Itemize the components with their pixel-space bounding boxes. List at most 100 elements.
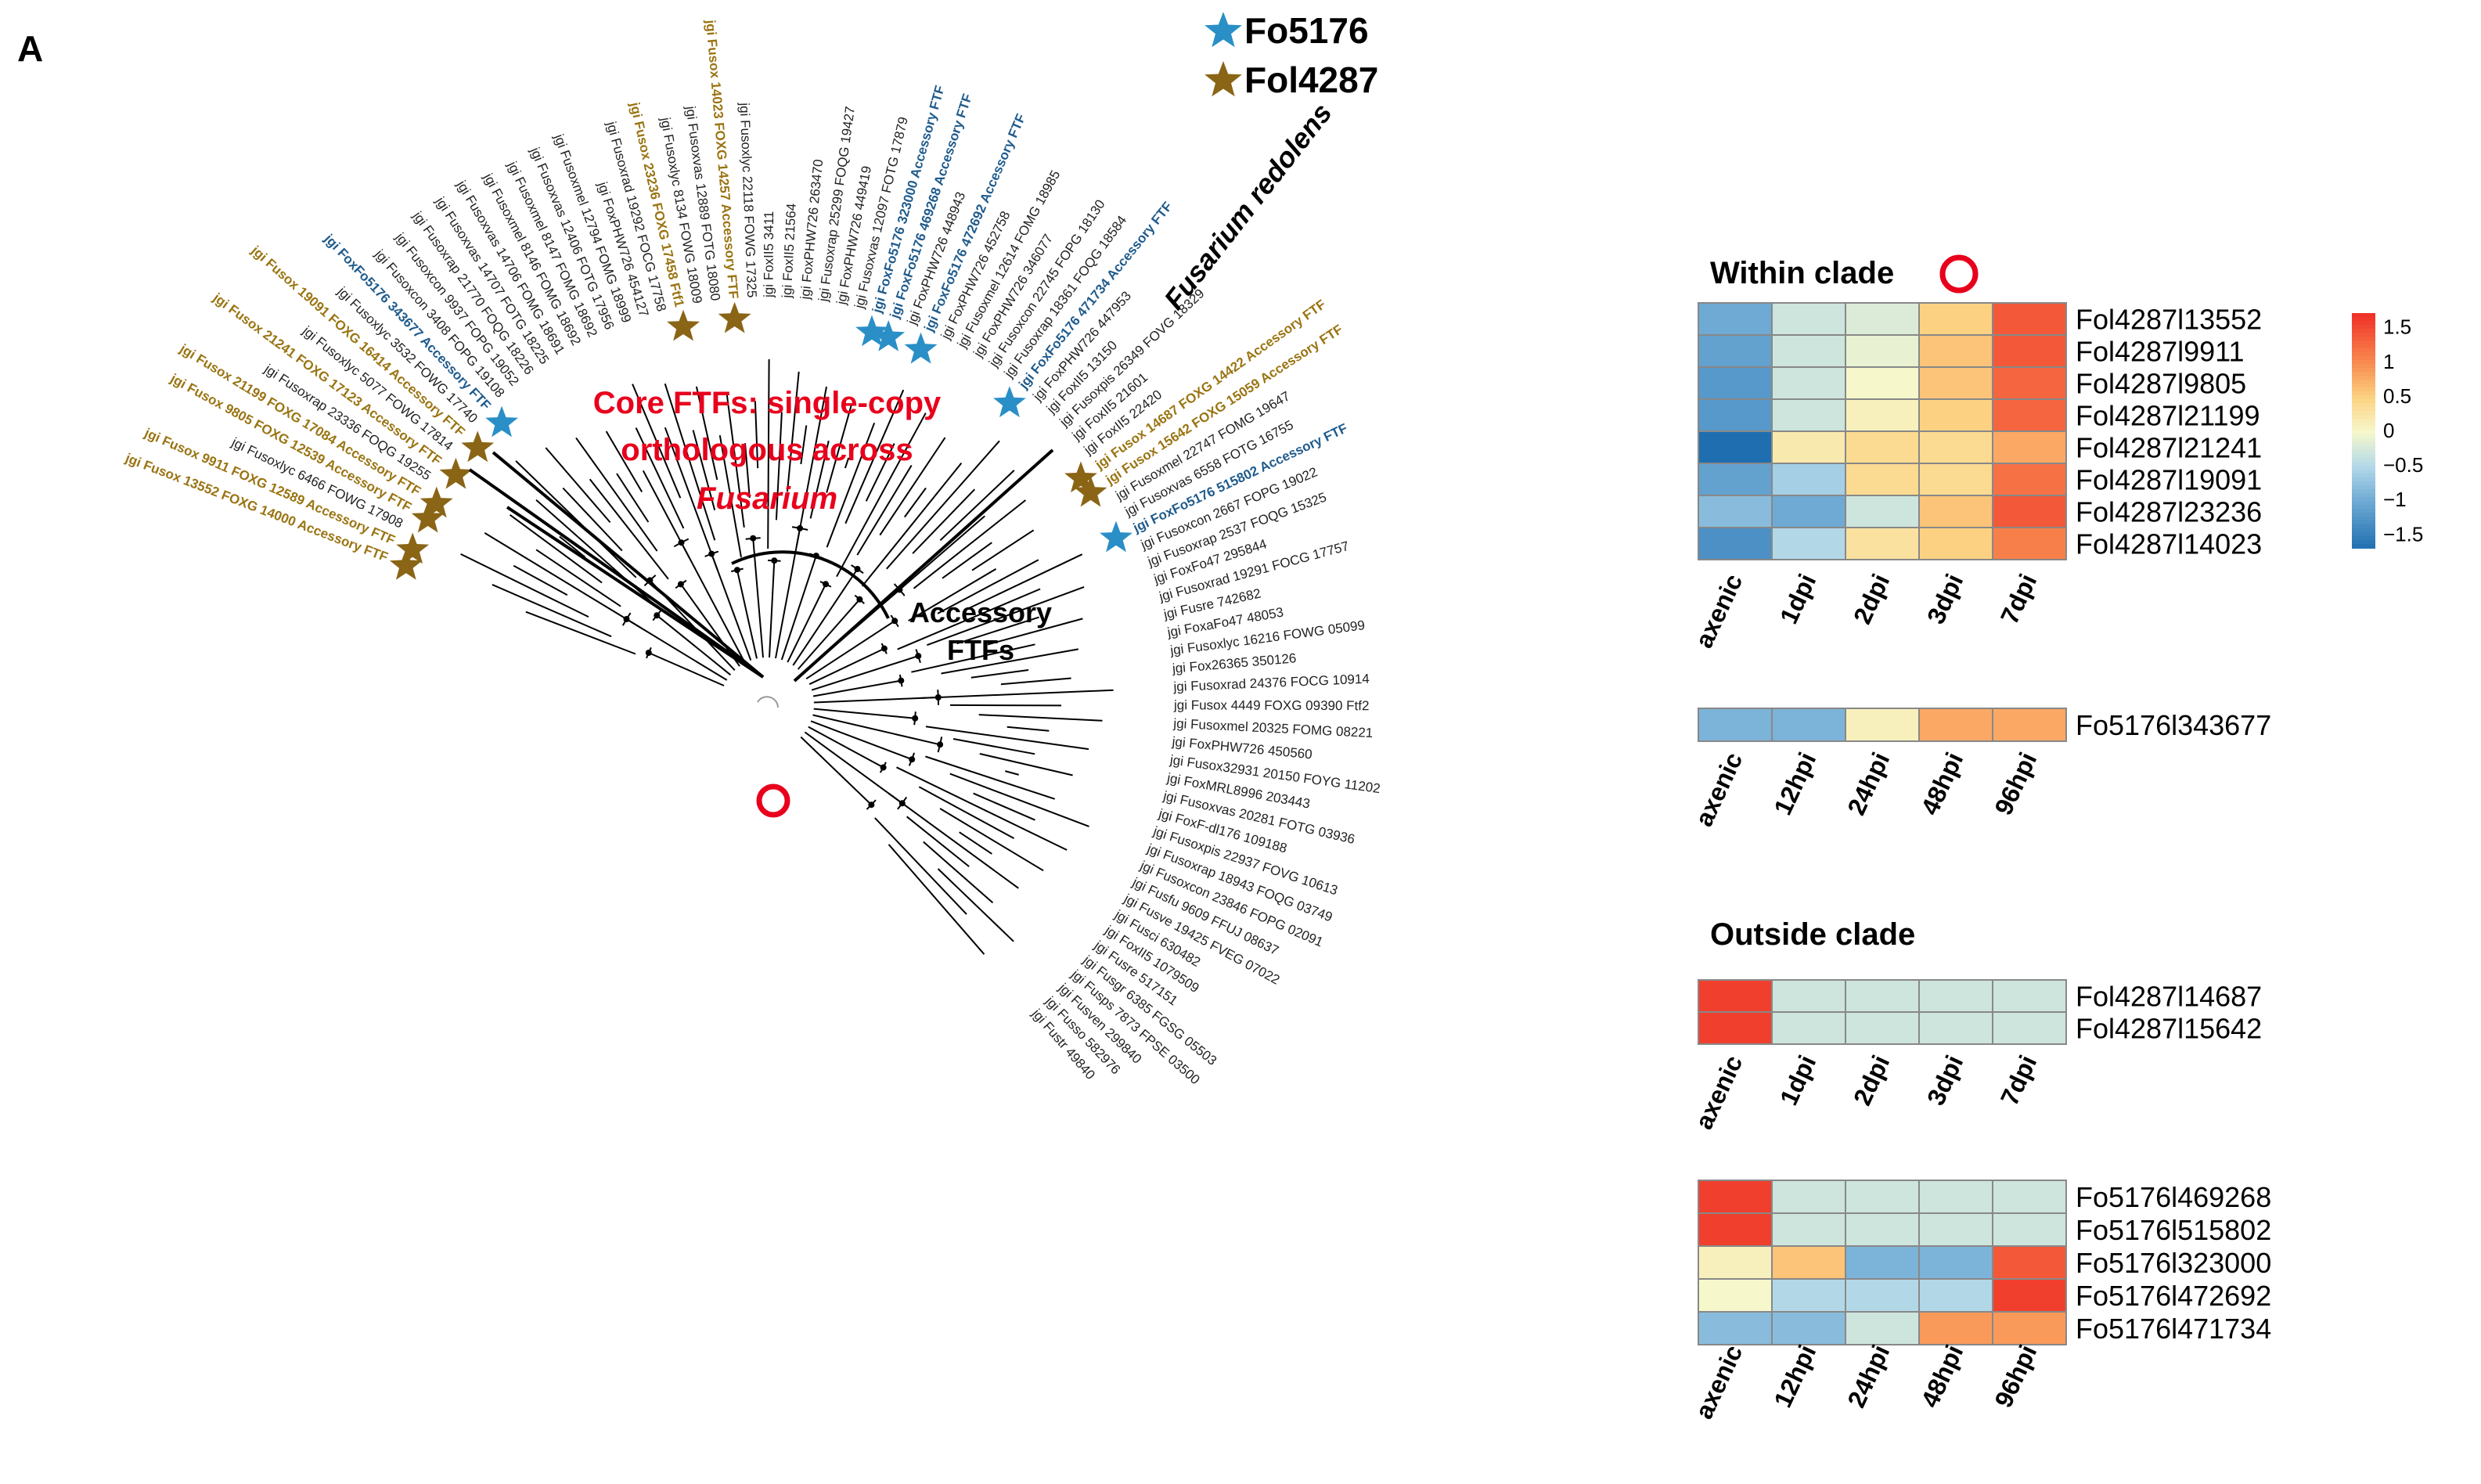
heatmap-col-label: 96hpi bbox=[1989, 1341, 2042, 1412]
tree-branch bbox=[844, 457, 850, 469]
heatmap-cell bbox=[1771, 708, 1846, 742]
heatmap-col-label: 3dpi bbox=[1921, 1051, 1968, 1110]
color-scale-segment bbox=[2352, 376, 2375, 380]
heatmap-cell bbox=[1698, 1245, 1773, 1280]
panel-label: A bbox=[17, 28, 43, 69]
heatmap-col-label: 12hpi bbox=[1768, 748, 1821, 819]
tree-branch bbox=[695, 386, 718, 481]
color-scale-tick: −0.5 bbox=[2383, 453, 2423, 477]
tree-branch bbox=[625, 618, 728, 681]
tree-branch bbox=[886, 440, 1000, 570]
heatmap-cell bbox=[1918, 1011, 1993, 1045]
tree-branch bbox=[941, 648, 1078, 675]
color-scale-tick: 0 bbox=[2383, 419, 2394, 442]
gold-star-icon bbox=[439, 457, 473, 489]
tree-branch bbox=[939, 808, 1044, 872]
color-scale-segment bbox=[2352, 317, 2375, 322]
color-scale-segment bbox=[2352, 380, 2375, 384]
tree-node bbox=[708, 550, 715, 557]
heatmap-row-label: Fol4287l13552 bbox=[2076, 304, 2262, 336]
color-scale-segment bbox=[2352, 434, 2375, 439]
tree-branch bbox=[978, 714, 1103, 722]
heatmap-cell bbox=[1845, 366, 1920, 400]
heatmap-col-label: 7dpi bbox=[1995, 570, 2042, 629]
heatmap-cell bbox=[1771, 430, 1846, 464]
tree-branch bbox=[971, 529, 1035, 571]
color-scale-segment bbox=[2352, 470, 2375, 474]
tree-branch bbox=[680, 542, 746, 664]
color-scale-segment bbox=[2352, 513, 2375, 517]
tree-branch bbox=[800, 736, 873, 805]
tree-node bbox=[937, 741, 944, 748]
heatmap-row-label: Fol4287l14687 bbox=[2076, 981, 2262, 1013]
heatmap-col-label: axenic bbox=[1690, 748, 1748, 831]
tree-branch bbox=[836, 412, 927, 578]
tree-branch bbox=[826, 422, 876, 548]
tree-branch bbox=[874, 817, 967, 915]
tree-branch bbox=[515, 460, 637, 578]
heatmap-cell bbox=[1698, 1278, 1773, 1313]
tree-branch bbox=[970, 669, 1029, 679]
legend-item-fo5176: Fo5176 bbox=[1204, 10, 1369, 51]
tree-branch bbox=[726, 392, 745, 528]
color-scale-segment bbox=[2352, 325, 2375, 330]
color-scale-tick: 0.5 bbox=[2383, 384, 2411, 408]
heatmap-col-label: 2dpi bbox=[1848, 570, 1895, 629]
heatmap-col-label: axenic bbox=[1690, 1051, 1748, 1134]
within-clade-title: Within clade bbox=[1710, 256, 1894, 290]
blue-star-icon bbox=[1204, 12, 1242, 48]
color-scale-segment bbox=[2352, 395, 2375, 400]
tree-branch bbox=[545, 447, 611, 524]
core-title-line1: Core FTFs: single-copy bbox=[593, 386, 942, 420]
color-scale-segment bbox=[2352, 438, 2375, 443]
tree-branch bbox=[559, 535, 586, 558]
tree-node bbox=[854, 566, 861, 572]
tree-branch bbox=[923, 841, 994, 904]
heatmap-col-label: 2dpi bbox=[1848, 1051, 1895, 1110]
heatmap-cell bbox=[1918, 979, 1993, 1013]
tree-branch bbox=[897, 588, 1041, 650]
heatmap-cell bbox=[1992, 1180, 2067, 1214]
tree-node bbox=[934, 694, 942, 701]
heatmap-cell bbox=[1845, 527, 1920, 560]
heatmap-cell bbox=[1845, 1011, 1920, 1045]
heatmap-cell bbox=[1771, 334, 1846, 368]
red-circle-icon bbox=[1939, 254, 1979, 294]
heatmap-cell bbox=[1698, 366, 1773, 400]
tip-label: jgi FoxII5 21564 bbox=[780, 203, 799, 299]
color-scale-segment bbox=[2352, 313, 2375, 318]
heatmap-cell bbox=[1845, 398, 1920, 432]
tree-node bbox=[678, 539, 685, 546]
gold-star-icon bbox=[389, 549, 423, 580]
phylogenetic-tree: jgi Fusox 13552 FOXG 14000 Accessory FTF… bbox=[123, 19, 1381, 1088]
heatmap-row-label: Fo5176l343677 bbox=[2076, 709, 2271, 741]
tree-branch bbox=[937, 868, 1014, 942]
root-arc bbox=[757, 696, 779, 708]
heatmap-cell bbox=[1918, 708, 1993, 742]
heatmap-cell bbox=[1918, 1212, 1993, 1247]
tree-branch bbox=[927, 585, 1085, 647]
tree-branch bbox=[911, 643, 1035, 673]
color-scale-segment bbox=[2352, 352, 2375, 357]
heatmap-cell bbox=[1845, 1278, 1920, 1313]
tree-node bbox=[771, 557, 778, 564]
tree-node bbox=[654, 612, 661, 619]
heatmap-cell bbox=[1771, 1212, 1846, 1247]
color-scale-segment bbox=[2352, 407, 2375, 412]
blue-star-icon bbox=[485, 405, 518, 438]
color-scale-segment bbox=[2352, 485, 2375, 490]
core-title-line2: orthologous across bbox=[621, 433, 913, 467]
heatmap-cell bbox=[1698, 527, 1773, 560]
legend: Fo5176 Fol4287 bbox=[1204, 10, 1378, 100]
color-scale-segment bbox=[2352, 497, 2375, 502]
heatmap-row-label: Fol4287l21199 bbox=[2076, 400, 2260, 432]
color-scale-segment bbox=[2352, 466, 2375, 470]
tree-node bbox=[880, 645, 888, 652]
tree-node bbox=[915, 653, 922, 660]
heatmap-cell bbox=[1698, 495, 1773, 528]
color-scale-segment bbox=[2352, 540, 2375, 545]
tree-branch bbox=[775, 412, 783, 520]
heatmap-col-label: 3dpi bbox=[1921, 570, 1968, 629]
accessory-line2: FTFs bbox=[947, 634, 1014, 666]
